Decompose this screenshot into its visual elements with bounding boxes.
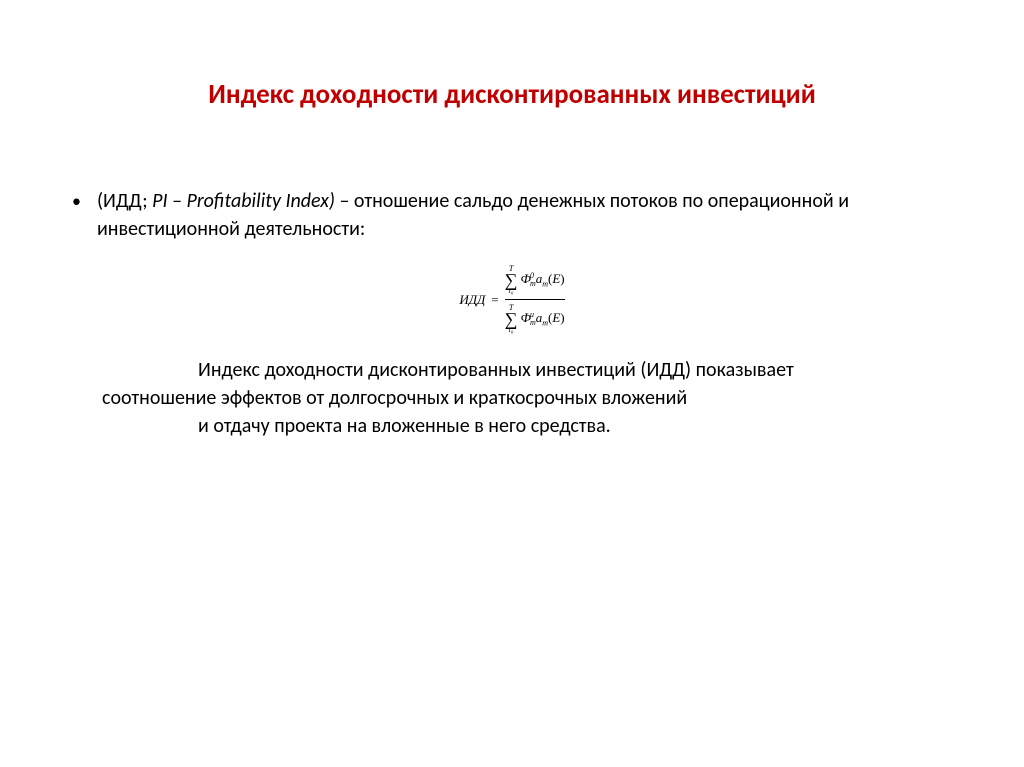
sum-numerator: T ∑ t₀ — [505, 265, 518, 295]
bullet-text: (ИДД; PI – Profitability Index) – отноше… — [97, 187, 952, 243]
paren-close-num: ) — [560, 271, 564, 286]
formula-fraction: T ∑ t₀ Ф0mam(E) T ∑ t₀ Фиmam(E) — [505, 263, 565, 336]
slide-title: Индекс доходности дисконтированных инвес… — [72, 78, 952, 111]
phi-den: Фиmam(E) — [520, 310, 564, 328]
slide: Индекс доходности дисконтированных инвес… — [0, 0, 1024, 767]
explain-line-2: соотношение эффектов от долгосрочных и к… — [72, 384, 952, 412]
phi-num: Ф0mam(E) — [520, 271, 564, 289]
bullet-item: • (ИДД; PI – Profitability Index) – отно… — [72, 187, 952, 243]
sigma-icon: ∑ — [505, 273, 518, 287]
formula: ИДД = T ∑ t₀ Ф0mam(E) T ∑ t₀ — [72, 263, 952, 336]
formula-numerator: T ∑ t₀ Ф0mam(E) — [505, 263, 565, 297]
fraction-line — [505, 299, 565, 300]
bullet-lead-abbr: (ИДД; — [97, 189, 152, 213]
explain-line-3: и отдачу проекта на вложенные в него сре… — [72, 412, 952, 440]
paren-close-den: ) — [560, 310, 564, 325]
bullet-lead-italic: PI – Profitability Index) — [152, 189, 339, 213]
explanation-block: Индекс доходности дисконтированных инвес… — [72, 356, 952, 440]
explain-line-1: Индекс доходности дисконтированных инвес… — [72, 356, 952, 384]
bullet-marker: • — [72, 187, 81, 215]
sum-lower-num: t₀ — [509, 287, 514, 295]
formula-lhs: ИДД — [459, 292, 485, 308]
sigma-icon: ∑ — [505, 312, 518, 326]
sum-denominator: T ∑ t₀ — [505, 304, 518, 334]
formula-equals: = — [491, 292, 498, 308]
formula-denominator: T ∑ t₀ Фиmam(E) — [505, 302, 565, 336]
sum-lower-den: t₀ — [509, 326, 514, 334]
